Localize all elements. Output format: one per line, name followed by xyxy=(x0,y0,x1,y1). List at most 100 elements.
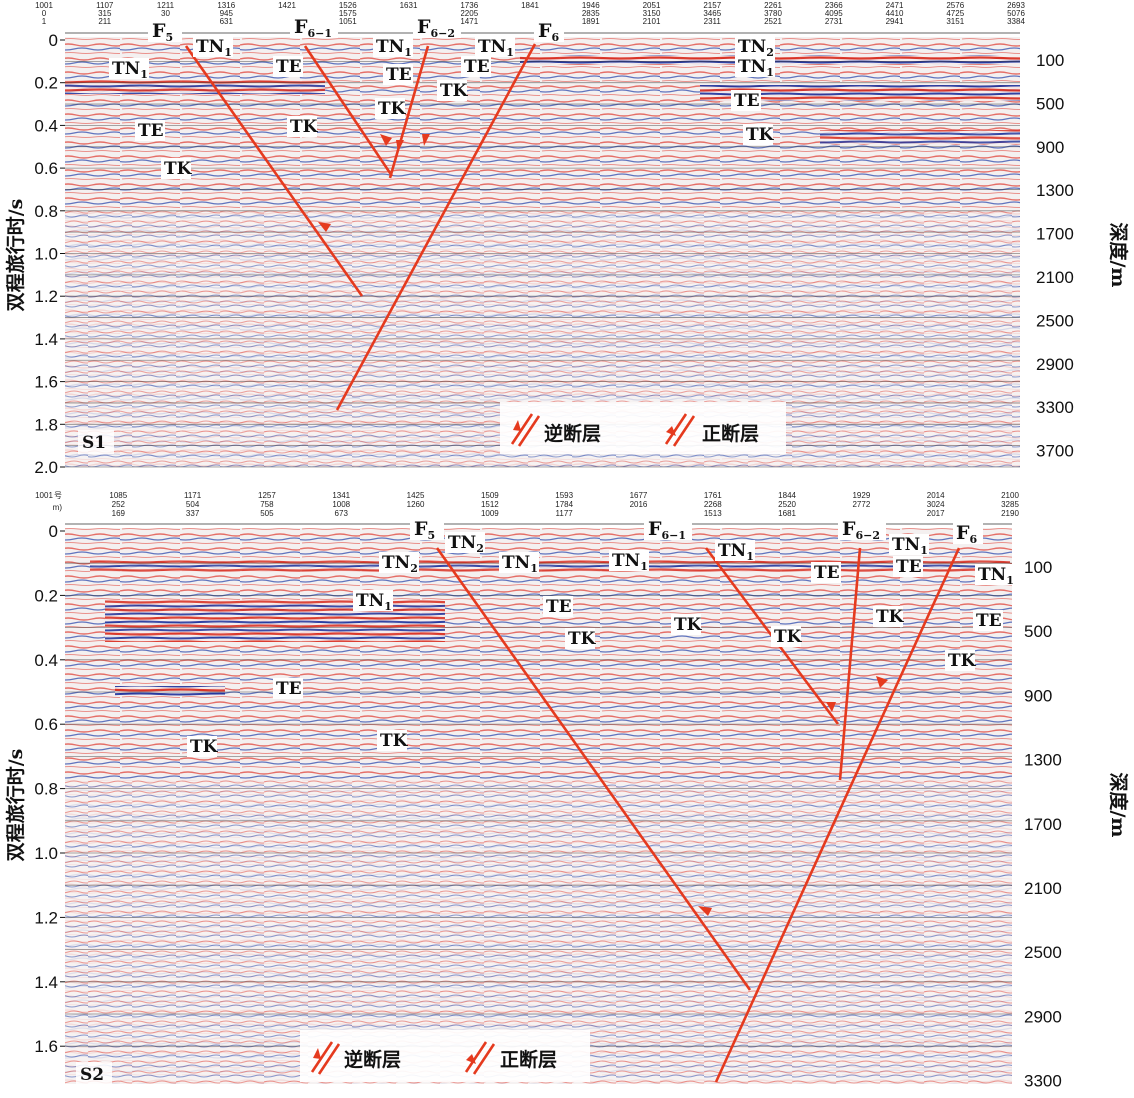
horizon-label-bg xyxy=(161,158,191,179)
horizon-label-bg xyxy=(893,556,923,577)
panel-id-s1: S1 xyxy=(82,433,106,453)
cdp-header: 1001 1085 1171 1257 1341 1425 1509 1593 1677 1761… xyxy=(35,491,1019,518)
horizon-label: TN1 xyxy=(376,37,412,59)
cdp-value: 30 xyxy=(161,9,170,18)
cdp-value: 1513 xyxy=(704,509,722,518)
cdp-value: 2576 xyxy=(946,1,964,10)
cdp-value: 5076 xyxy=(1007,9,1025,18)
horizon-label-bg xyxy=(735,56,775,77)
horizon-label-bg xyxy=(461,56,491,77)
cdp-value: 252 xyxy=(112,500,126,509)
depth-tick: 100 xyxy=(1036,51,1064,70)
horizon-label: TE xyxy=(814,563,840,583)
horizon-label: TK xyxy=(380,731,409,751)
horizon-label-bg xyxy=(543,596,573,617)
time-tick: 1.6 xyxy=(34,1037,58,1056)
cdp-value: 1341 xyxy=(332,491,350,500)
depth-tick: 2500 xyxy=(1024,943,1062,962)
cdp-value: 4095 xyxy=(825,9,843,18)
horizon-label-bg xyxy=(437,80,467,101)
cdp-value: 3780 xyxy=(764,9,782,18)
time-tick: 1.8 xyxy=(34,415,58,434)
reverse-fault-icon xyxy=(310,1041,341,1075)
cdp-value: 211 xyxy=(98,17,111,26)
horizon-label: TK xyxy=(876,607,905,627)
horizon-label-bg xyxy=(735,36,775,57)
time-tick: 1.0 xyxy=(34,844,58,863)
horizon-label: TE xyxy=(546,597,572,617)
depth-tick: 2900 xyxy=(1024,1007,1062,1026)
horizon-label: TK xyxy=(440,81,469,101)
faults xyxy=(184,43,537,411)
cdp-value: 169 xyxy=(112,509,126,518)
horizon-label: TK xyxy=(774,627,803,647)
time-tick: 1.2 xyxy=(34,287,58,306)
cdp-value: 1425 xyxy=(407,491,425,500)
horizon-label: TK xyxy=(290,117,319,137)
horizon-label: TN1 xyxy=(978,565,1014,587)
cdp-value: 1593 xyxy=(555,491,573,500)
horizon-label: TE xyxy=(896,557,922,577)
depth-tick: 900 xyxy=(1024,686,1052,705)
cdp-value: 1260 xyxy=(407,500,425,509)
horizon-label: TK xyxy=(568,629,597,649)
cdp-value: 2471 xyxy=(886,1,904,10)
horizon-label: TE xyxy=(464,57,490,77)
horizon-label-bg xyxy=(973,610,1003,631)
depth-tick: 100 xyxy=(1024,558,1052,577)
cdp-value: 2017 xyxy=(927,509,945,518)
panel-s1: 1001 1107 1211 1316 1421 1526 1631 1736 1841 1946… xyxy=(34,1,1073,477)
depth-tick: 900 xyxy=(1036,138,1064,157)
cdp-value: 2100 xyxy=(1001,491,1019,500)
time-tick: 0.2 xyxy=(34,74,58,93)
horizon-label-bg xyxy=(671,614,701,635)
cdp-value: 1001 xyxy=(35,1,53,10)
cdp-value: 945 xyxy=(220,9,234,18)
horizon-label-bg xyxy=(375,98,405,119)
depth-tick: 2100 xyxy=(1036,268,1074,287)
horizon-label: TN1 xyxy=(356,591,392,613)
cdp-value: 1051 xyxy=(339,17,357,26)
horizon-label-bg xyxy=(873,606,903,627)
cdp-value: 2157 xyxy=(703,1,721,10)
horizon-label-bg xyxy=(889,534,929,555)
horizon-label: TN1 xyxy=(502,553,538,575)
cdp-value: 3150 xyxy=(643,9,661,18)
cdp-value: 2311 xyxy=(704,17,722,26)
legend-normal-label: 正断层 xyxy=(702,422,759,445)
horizon-label: TK xyxy=(164,159,193,179)
cdp-value: 2014 xyxy=(927,491,945,500)
time-axis: 0 0.2 0.4 0.6 0.8 1.0 1.2 1.4 1.6 xyxy=(34,522,65,1056)
cdp-value: 758 xyxy=(260,500,274,509)
horizon-label-bg xyxy=(353,590,393,611)
horizon-label-bg xyxy=(379,552,419,573)
time-tick: 0.2 xyxy=(34,586,58,605)
cdp-value: 1761 xyxy=(704,491,722,500)
cdp-row-label: 号 xyxy=(54,491,62,500)
cdp-value: 1736 xyxy=(460,1,478,10)
horizon-label-bg xyxy=(445,532,485,553)
legend-normal-label: 正断层 xyxy=(500,1048,557,1071)
depth-tick: 1700 xyxy=(1036,225,1074,244)
cdp-value: 1844 xyxy=(778,491,796,500)
horizon-label-bg xyxy=(945,650,975,671)
cdp-value: 1512 xyxy=(481,500,499,509)
legend-reverse-label: 逆断层 xyxy=(544,422,601,445)
cdp-value: 1211 xyxy=(157,1,175,10)
cdp-value: 315 xyxy=(98,9,112,18)
horizon-label: TK xyxy=(948,651,977,671)
right-axis-title: 深度/m xyxy=(1107,772,1130,837)
cdp-value: 504 xyxy=(186,500,200,509)
horizon-label-bg xyxy=(609,550,649,571)
depth-tick: 2500 xyxy=(1036,311,1074,330)
horizon-label-bg xyxy=(731,90,761,111)
cdp-value: 1008 xyxy=(332,500,350,509)
cdp-value: 1929 xyxy=(852,491,870,500)
cdp-value: 1526 xyxy=(339,1,357,10)
horizon-label: TN2 xyxy=(738,37,774,59)
depth-tick: 500 xyxy=(1036,94,1064,113)
horizon-label: TK xyxy=(378,99,407,119)
depth-tick: 3300 xyxy=(1024,1072,1062,1091)
depth-tick: 500 xyxy=(1024,622,1052,641)
